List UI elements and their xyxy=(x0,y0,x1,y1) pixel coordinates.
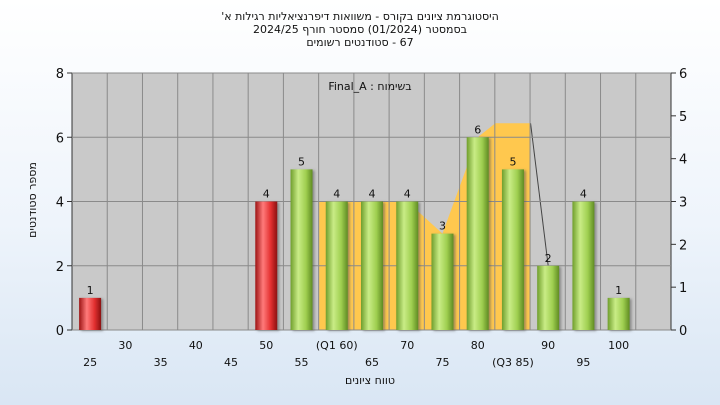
x-tick-label: 35 xyxy=(154,356,168,369)
x-tick-label: 90 xyxy=(541,339,555,352)
bar xyxy=(361,201,383,330)
bar-group: 5 xyxy=(501,155,524,330)
bar xyxy=(537,265,560,330)
bar xyxy=(255,201,278,330)
bar xyxy=(431,233,454,330)
bar-value-label: 1 xyxy=(615,284,622,297)
bar-group: 3 xyxy=(431,220,454,330)
y2-tick-label: 3 xyxy=(679,196,687,211)
x-tick-label: 70 xyxy=(400,339,414,352)
y2-tick-label: 0 xyxy=(679,324,687,339)
chart-title-line1: היסטוגרמת ציונים בקורס - משוואות דיפרנצי… xyxy=(221,10,499,23)
bar-group: 1 xyxy=(607,284,630,330)
chart-title-line3: 67 - סטודנטים רשומים xyxy=(306,36,414,49)
bar-value-label: 2 xyxy=(545,252,552,265)
y-tick-label: 4 xyxy=(56,196,64,211)
bar-group: 4 xyxy=(361,188,383,330)
bar-value-label: 1 xyxy=(87,284,94,297)
bar-group: 4 xyxy=(255,188,278,330)
x-tick-label: 95 xyxy=(576,356,590,369)
bar xyxy=(290,169,313,330)
bar-value-label: 4 xyxy=(580,188,587,201)
y2-tick-label: 2 xyxy=(679,238,687,253)
chart-titles: היסטוגרמת ציונים בקורס - משוואות דיפרנצי… xyxy=(0,10,720,49)
chart-title-line2: בסמסטר (01/2024) סמסטר חורף 2024/25 xyxy=(253,23,467,36)
bar xyxy=(325,201,348,330)
bar-value-label: 4 xyxy=(333,188,340,201)
y-tick-label: 6 xyxy=(56,131,64,146)
bar-group: 1 xyxy=(79,284,102,330)
bar xyxy=(79,297,102,330)
bars-layer: 1 4 5 4 4 4 3 6 5 2 4 1 xyxy=(79,123,630,330)
y-axis-label: מספר סטודנטים xyxy=(26,162,39,238)
bar-group: 2 xyxy=(537,252,560,330)
bar-value-label: 5 xyxy=(509,155,516,168)
bar-group: 5 xyxy=(290,155,313,330)
bar-group: 6 xyxy=(466,123,489,330)
bar-value-label: 4 xyxy=(369,188,376,201)
bar-group: 4 xyxy=(572,188,595,330)
y-tick-label: 8 xyxy=(56,67,64,82)
y-tick-label: 2 xyxy=(56,260,64,275)
x-tick-label: (Q3 85) xyxy=(492,356,534,369)
x-tick-label: 45 xyxy=(224,356,238,369)
x-tick-label: 65 xyxy=(365,356,379,369)
y2-tick-label: 1 xyxy=(679,281,687,296)
bar-value-label: 6 xyxy=(474,123,481,136)
chart-annotation: Final_A : בשימוח xyxy=(328,80,411,93)
x-tick-label: 40 xyxy=(189,339,203,352)
band-slope-line xyxy=(530,123,549,266)
x-tick-label: 50 xyxy=(259,339,273,352)
bar xyxy=(396,201,419,330)
bar-group: 4 xyxy=(396,188,419,330)
y2-tick-label: 6 xyxy=(679,67,687,82)
bar-value-label: 4 xyxy=(404,188,411,201)
y2-tick-label: 4 xyxy=(679,153,687,168)
y-tick-label: 0 xyxy=(56,324,64,339)
bar-value-label: 5 xyxy=(298,155,305,168)
bar-value-label: 4 xyxy=(263,188,270,201)
x-tick-label: 80 xyxy=(471,339,485,352)
bar xyxy=(607,297,630,330)
x-tick-label: 100 xyxy=(608,339,629,352)
x-tick-label: 25 xyxy=(83,356,97,369)
bar xyxy=(466,137,489,330)
x-tick-label: 75 xyxy=(435,356,449,369)
y2-tick-label: 5 xyxy=(679,110,687,125)
x-tick-label: 30 xyxy=(118,339,132,352)
bar-value-label: 3 xyxy=(439,220,446,233)
bar-group: 4 xyxy=(325,188,348,330)
grid-lines xyxy=(72,72,671,331)
bar xyxy=(572,201,595,330)
x-tick-label: (Q1 60) xyxy=(316,339,358,352)
x-axis-label: טווח ציונים xyxy=(345,374,395,387)
bar xyxy=(501,169,524,330)
x-tick-label: 55 xyxy=(295,356,309,369)
